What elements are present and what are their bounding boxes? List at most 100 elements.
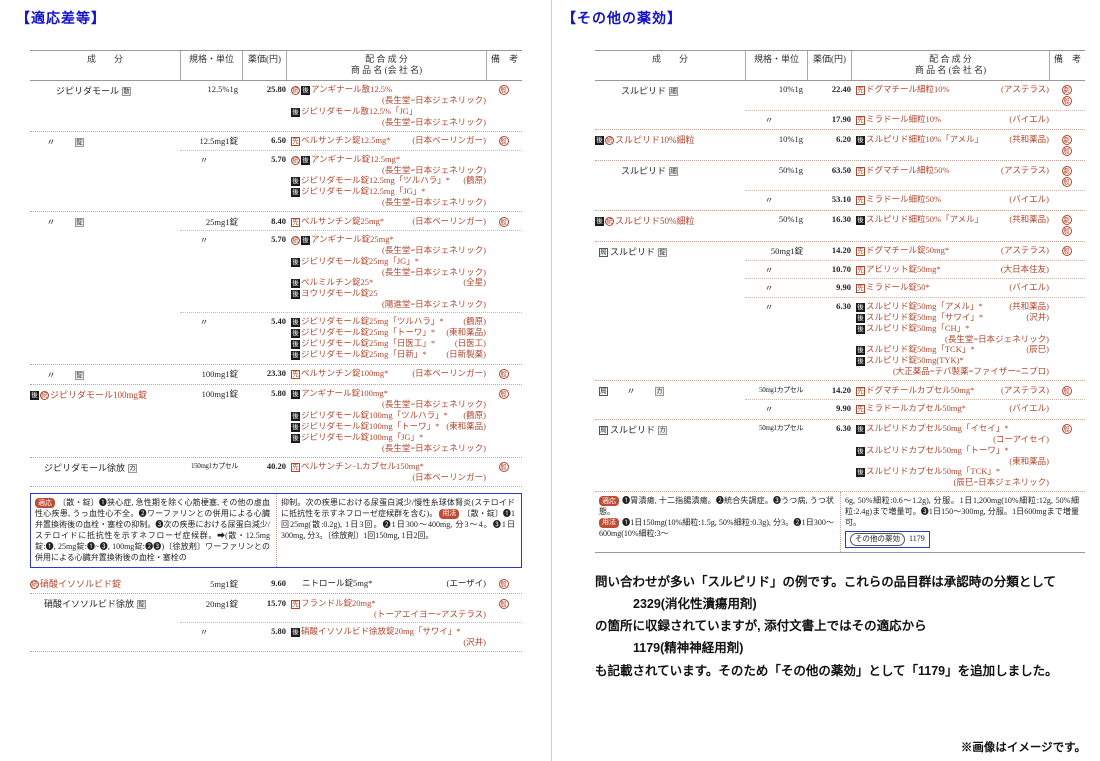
price-cell: 9.60 [271,577,286,588]
products-cell: 先ドグマチールカプセル50mg* (アステラス) [851,385,1049,397]
other-efficacy-code: 1179 [909,533,925,543]
spec-unit-cell: 〃 [764,264,774,275]
product-entry: 統後アンギナール散12.5% (長生堂=日本ジェネリック) [291,84,486,106]
generic-marker-icon: 後 [291,290,300,299]
ingredient-cell: 〃錠 [30,367,180,382]
products-cell: 先ペルサンチン−Lカプセル150mg* (日本ベーリンガー) [286,461,486,483]
paragraph-line: 2329(消化性潰瘍用剤) [633,596,757,611]
product-entry: 後ジピリダモール錠25mg「日医工」* (日医工) [291,338,486,349]
spec-unit-cell: 12.5%1g [207,84,238,94]
price-line: 12.5mg1錠 6.50 先ベルサンチン錠12.5mg* (日本ベーリンガー) 般 [180,134,522,149]
price-cell: 6.30 [836,423,851,433]
spec-unit-cell: 100mg1錠 [201,369,238,379]
spec-unit-cell: 〃 [199,317,209,327]
company-name: (長生堂=日本ジェネリック) [382,164,486,175]
price-cell: 5.80 [271,625,286,636]
products-cell: 後スルピリド細粒50%「アメル」 (共和薬品) [851,214,1049,237]
indication-note-box: 適応 〔散・錠〕❶狭心症, 急性期を除く心筋梗塞, その他の虚血性心疾患, うっ血… [30,493,522,569]
spec-unit-cell: 5mg1錠 [210,578,238,589]
company-name: (トーアエイヨー=アステラス) [374,608,486,619]
price-cell: 14.20 [831,245,851,255]
right-section-title: 【その他の薬効】 [562,10,682,26]
company-name: (共和薬品) [1009,214,1049,224]
remarks-cell [1049,114,1085,126]
product-name: ジピリダモール錠100mg「JG」* [301,431,424,442]
spec-unit-cell: 〃 [764,195,774,205]
company-name: (共和薬品) [1009,133,1049,144]
product-name: スルピリドカプセル50mg「トーワ」* [866,444,1009,455]
generic-marker-icon: 後 [291,351,300,360]
originator-marker-icon: 先 [856,115,865,125]
product-name: フランドル錠20mg* [301,597,376,608]
originator-marker-icon: 先 [856,284,865,293]
remarks-cell: 劇般 [1049,214,1085,237]
product-name: ジピリダモール錠25mg「ツルハラ」* [301,316,444,326]
price-lines: 100mg1錠 5.80 後アンギナール錠100mg* (長生堂=日本ジェネリック) 後… [180,387,522,455]
dosage-form-icon: カ [658,425,668,435]
spec-unit-cell: 20mg1錠 [205,598,238,609]
paragraph-line: 問い合わせが多い「スルピリド」の例です。これらの品目群は承認時の分類として [595,574,1056,589]
price-cell: 15.70 [266,597,286,608]
remarks-cell [486,626,522,648]
note-column: 適応 ❶胃潰瘍, 十二指腸潰瘍。❷統合失調症。❸うつ病, うつ状態。 用法 ❶1日1… [595,492,840,552]
price-lines: 12.5mg1錠 6.50 先ベルサンチン錠12.5mg* (日本ベーリンガー) 般〃 5… [180,134,522,210]
spec-unit-cell: 〃 [764,283,774,293]
table-row: スルピリド細 10%1g 22.40 先ドグマチール細粒10% (アステラス) 劇般〃 17… [595,81,1085,130]
dosage-form-icon: 錠 [75,370,84,380]
products-cell: 後アンギナール錠100mg* (長生堂=日本ジェネリック) 後ジピリダモール錠100… [286,388,486,453]
company-name: (アステラス) [1001,245,1049,255]
table-row: 後統ジピリダモール100mg錠 100mg1錠 5.80 後アンギナール錠100mg*… [30,383,522,457]
product-entry: 後ジピリダモール錠12.5mg「JG」* (長生堂=日本ジェネリック) [291,186,486,208]
header-products-line2: 商 品 名 (会 社 名) [914,65,987,76]
ingredient-name: スルピリド50%細粒 [615,215,695,226]
ingredient-cell: 局 〃 カ [595,383,745,417]
price-lines: 10%1g 22.40 先ドグマチール細粒10% (アステラス) 劇般〃 17.90 先ミラ… [745,83,1085,128]
price-cell: 23.30 [266,368,286,378]
products-cell: 先ミラドール細粒10% (バイエル) [851,114,1049,126]
generic-marker-icon: 後 [291,329,300,338]
indication-label: 適応 [599,496,619,506]
remark-marker-icon: 般 [498,216,509,227]
header-products-line1: 配 合 成 分 [929,54,972,64]
ingredient-cell: ジピリダモール徐放カ [30,460,180,485]
ingredient-name: 〃 [46,136,56,147]
generic-marker-icon: 後 [291,390,300,399]
price-line: 50mg1カプセル 14.20 先ドグマチールカプセル50mg* (アステラス) 般 [745,383,1085,398]
company-name: (鶴原) [463,316,486,326]
price-lines: 10%1g 6.20 後スルピリド細粒10%「アメル」 (共和薬品) 劇般 [745,132,1085,158]
ingredient-name: スルピリド10%細粒 [615,135,695,145]
table-row: 後統スルピリド50%細粒 50%1g 16.30 後スルピリド細粒50%「アメル」 (共… [595,209,1085,241]
product-name: アビリット錠50mg* [866,263,941,274]
products-cell: 先アビリット錠50mg* (大日本住友) [851,264,1049,276]
company-name: (沢井) [1026,311,1049,322]
price-line: 100mg1錠 23.30 先ペルサンチン錠100mg* (日本ベーリンガー) 般 [180,367,522,382]
product-entry: 後ジピリダモール錠12.5mg「ツルハラ」* (鶴原) [291,175,486,186]
company-name: (共和薬品) [1009,300,1049,311]
price-line: 〃 5.70 統後アンギナール錠25mg* (長生堂=日本ジェネリック) 後ジピリダモー… [180,230,522,311]
product-entry: ニトロール錠5mg* (エーザイ) [291,578,486,589]
ingredient-name: スルピリド [621,166,667,176]
product-entry: 先ミラドール錠50* (バイエル) [856,282,1049,293]
ingredient-cell: 後統スルピリド10%細粒 [595,132,745,158]
price-cell: 5.70 [271,153,286,164]
spec-unit-cell: 10%1g [778,84,803,94]
product-name: 硝酸イソソルビド徐放錠20mg「サワイ」* [301,625,461,636]
product-name: スルピリドカプセル50mg「イセイ」* [866,423,1009,433]
product-name: ジピリダモール錠25mg「日新」* [301,349,427,359]
product-entry: 先アビリット錠50mg* (大日本住友) [856,264,1049,275]
product-name: ペルサンチン−Lカプセル150mg* [301,461,424,471]
generic-marker-icon: 後 [301,86,310,95]
spec-unit-cell: 〃 [199,235,209,245]
company-name: (東和薬品) [446,420,486,431]
products-cell: 後スルピリドカプセル50mg「イセイ」* (コーアイセイ) 後スルピリドカプセル50… [851,423,1049,488]
dosage-form-icon: 錠 [137,600,147,610]
product-name: ミラドール錠50* [866,282,930,292]
company-name: (日本ベーリンガー) [412,135,486,145]
price-line: 〃 6.30 後スルピリド錠50mg「アメル」* (共和薬品) 後スルピリド錠50mg「… [745,296,1085,379]
product-entry: 後ジピリダモール散12.5%「JG」 (長生堂=日本ジェネリック) [291,106,486,128]
company-name: (バイエル) [1009,113,1049,124]
product-entry: 後ジピリダモール錠25mg「日新」* (日新製薬) [291,349,486,360]
price-cell: 63.50 [831,164,851,175]
product-entry: 先ドグマチールカプセル50mg* (アステラス) [856,385,1049,396]
table-row: ジピリダモール散 12.5%1g 25.80 統後アンギナール散12.5% (長生堂=日… [30,81,522,131]
